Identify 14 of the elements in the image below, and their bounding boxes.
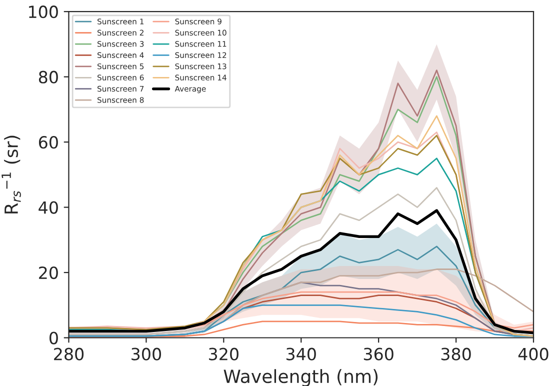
y-tick-label: 20 — [39, 266, 58, 280]
y-tick-label: 60 — [38, 136, 58, 149]
x-tick-label: 340 — [286, 348, 316, 360]
y-tick-label: 40 — [38, 201, 58, 214]
x-tick-label: 360 — [364, 348, 394, 360]
y-tick-label: 80 — [38, 70, 58, 84]
y-tick-label: 0 — [50, 332, 58, 344]
x-tick-label: 300 — [132, 348, 162, 360]
y-axis-title: R$_{rs}$$^{−1}$ (sr) — [2, 136, 21, 214]
x-tick-label: 320 — [209, 348, 238, 360]
y-tick-label: 100 — [29, 6, 58, 18]
x-tick-label: 380 — [441, 348, 471, 360]
x-tick-label: 280 — [54, 348, 84, 360]
x-tick-label: 400 — [518, 348, 548, 360]
